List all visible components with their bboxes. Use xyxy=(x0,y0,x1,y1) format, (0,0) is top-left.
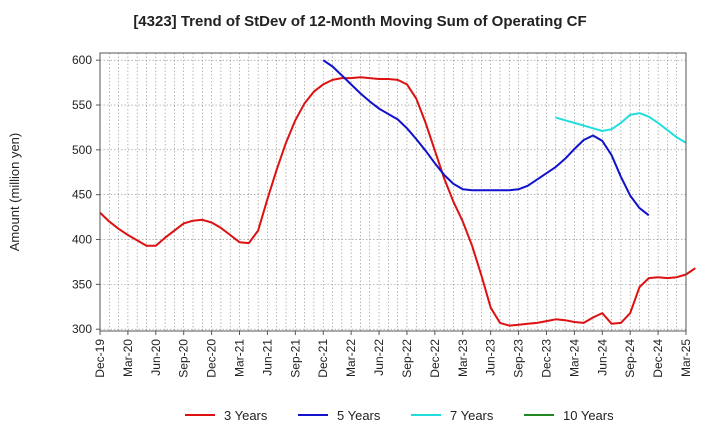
chart-title: [4323] Trend of StDev of 12-Month Moving… xyxy=(133,13,587,30)
y-tick-label: 500 xyxy=(72,143,92,157)
x-axis-ticks: Dec-19 Mar-20 Jun-20 Sep-20 Dec-20 Mar-21 Jun-… xyxy=(93,331,693,378)
series-line-5-years xyxy=(322,59,650,217)
x-tick-label: Jun-20 xyxy=(149,339,163,376)
x-tick-label: Dec-21 xyxy=(316,339,330,378)
x-tick-label: Mar-24 xyxy=(567,339,581,377)
legend-label: 5 Years xyxy=(337,408,381,423)
legend-label: 3 Years xyxy=(224,408,268,423)
x-tick-label: Mar-20 xyxy=(121,339,135,377)
x-tick-label: Dec-19 xyxy=(93,339,107,378)
y-axis-ticks: 300 350 400 450 500 550 600 xyxy=(72,53,100,336)
legend-label: 10 Years xyxy=(563,408,614,423)
y-tick-label: 400 xyxy=(72,233,92,247)
x-tick-label: Dec-22 xyxy=(428,339,442,378)
x-tick-label: Sep-20 xyxy=(177,339,191,378)
x-tick-label: Jun-22 xyxy=(372,339,386,376)
grid xyxy=(99,53,687,331)
plot-frame xyxy=(99,52,687,332)
y-tick-label: 350 xyxy=(72,277,92,291)
x-tick-label: Mar-23 xyxy=(456,339,470,377)
x-tick-label: Dec-20 xyxy=(205,339,219,378)
legend-label: 7 Years xyxy=(450,408,494,423)
y-tick-label: 450 xyxy=(72,188,92,202)
y-axis-label: Amount (million yen) xyxy=(7,133,22,252)
series-line-3-years xyxy=(99,76,696,327)
series-lines xyxy=(99,59,696,327)
x-tick-label: Jun-23 xyxy=(484,339,498,376)
legend: 3 Years 5 Years 7 Years 10 Years xyxy=(185,408,614,423)
y-tick-label: 550 xyxy=(72,98,92,112)
x-tick-label: Mar-25 xyxy=(679,339,693,377)
x-tick-label: Jun-24 xyxy=(595,339,609,376)
x-tick-label: Dec-23 xyxy=(539,339,553,378)
x-tick-label: Sep-23 xyxy=(512,339,526,378)
x-tick-label: Sep-24 xyxy=(623,339,637,378)
x-tick-label: Mar-21 xyxy=(233,339,247,377)
x-tick-label: Dec-24 xyxy=(651,339,665,378)
y-tick-label: 300 xyxy=(72,322,92,336)
x-tick-label: Mar-22 xyxy=(344,339,358,377)
x-tick-label: Sep-22 xyxy=(400,339,414,378)
series-line-7-years xyxy=(555,112,687,144)
x-tick-label: Sep-21 xyxy=(288,339,302,378)
y-tick-label: 600 xyxy=(72,53,92,67)
x-tick-label: Jun-21 xyxy=(260,339,274,376)
